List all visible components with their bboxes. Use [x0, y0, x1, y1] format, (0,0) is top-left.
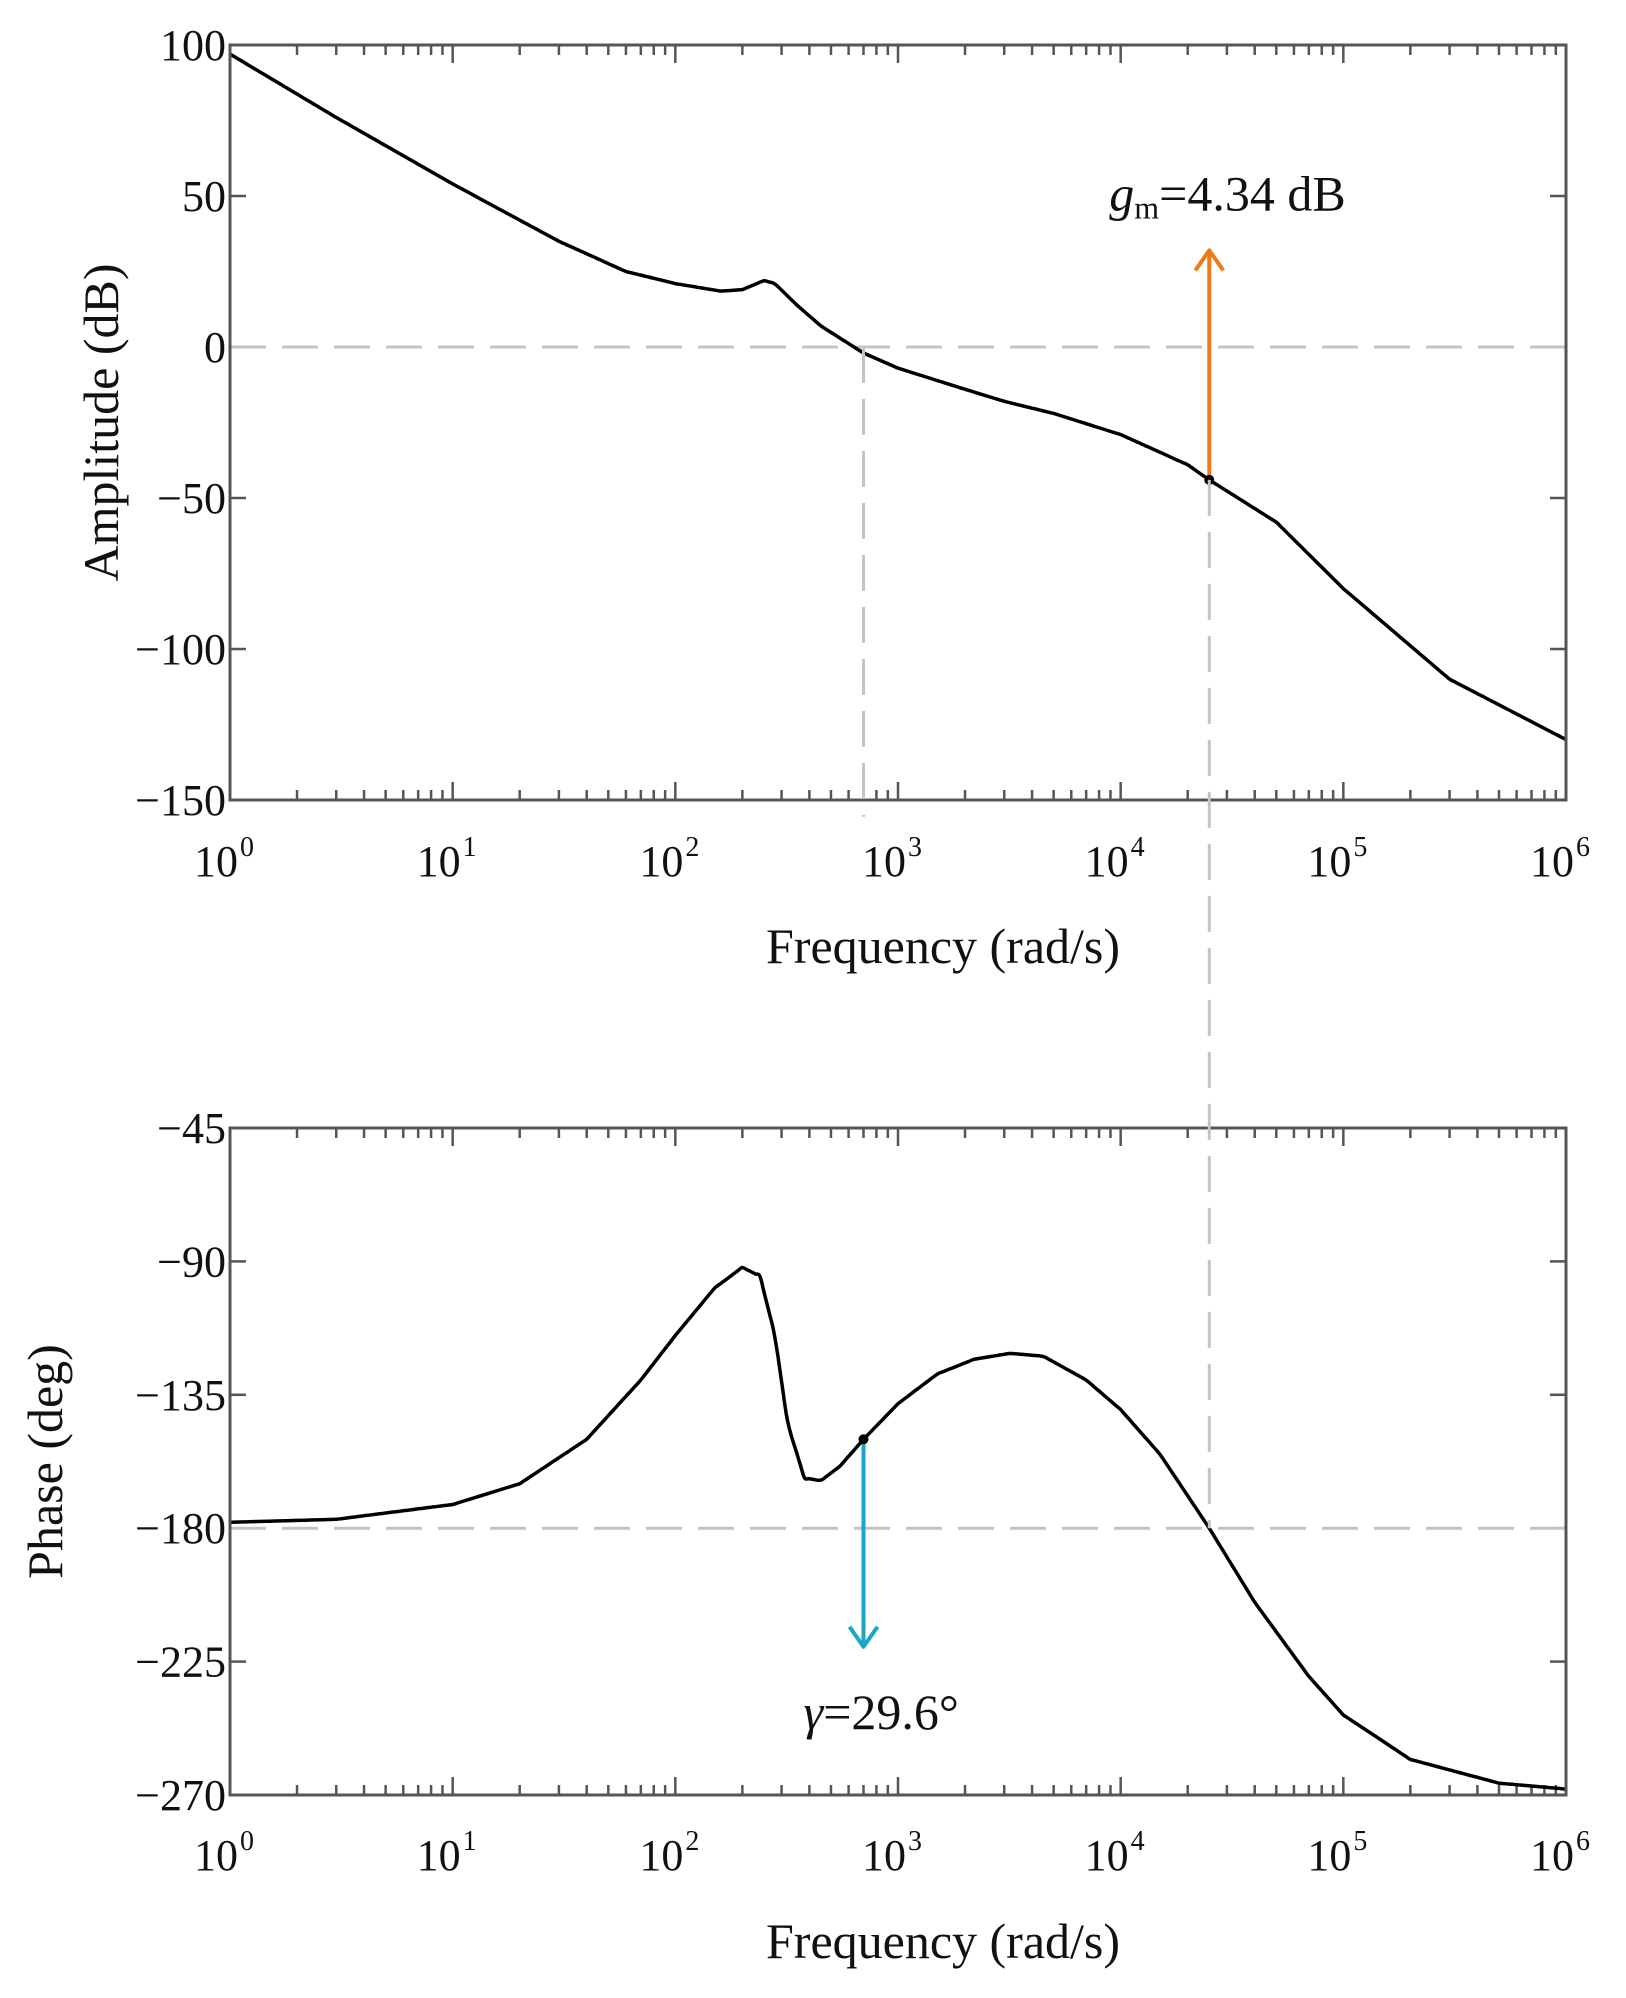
x-tick-exponent: 3: [908, 1826, 922, 1857]
x-tick-exponent: 0: [240, 832, 254, 863]
x-tick-base: 10: [862, 837, 906, 886]
y-tick-label: −90: [157, 1237, 226, 1286]
x-tick-exponent: 5: [1353, 1826, 1367, 1857]
x-tick-label: 100: [194, 832, 254, 886]
x-tick-base: 10: [639, 837, 683, 886]
y-tick-label: −135: [135, 1371, 226, 1420]
phase-margin-symbol: γ: [804, 1684, 825, 1740]
x-axis-title: Frequency (rad/s): [766, 918, 1120, 974]
gain-margin-symbol: g: [1109, 165, 1134, 221]
y-tick-label: −45: [157, 1104, 226, 1153]
x-tick-exponent: 4: [1131, 1826, 1145, 1857]
gain-margin-label: gm=4.34 dB: [1109, 165, 1345, 225]
x-tick-exponent: 6: [1576, 1826, 1590, 1857]
y-axis-title: Phase (deg): [17, 1344, 73, 1579]
magnitude-axes-frame: [228, 43, 1568, 802]
x-tick-exponent: 1: [463, 1826, 477, 1857]
x-tick-exponent: 0: [240, 1826, 254, 1857]
arrow-head: [847, 1625, 880, 1649]
phase-axes-frame: [228, 1126, 1568, 1797]
x-tick-base: 10: [1530, 837, 1574, 886]
x-tick-base: 10: [194, 837, 238, 886]
x-tick-label: 103: [862, 1826, 922, 1880]
magnitude-curve: [229, 52, 1567, 742]
x-tick-label: 104: [1085, 1826, 1145, 1880]
x-tick-exponent: 6: [1576, 832, 1590, 863]
x-tick-base: 10: [1307, 837, 1351, 886]
y-tick-label: −270: [135, 1771, 226, 1820]
x-tick-label: 100: [194, 1826, 254, 1880]
x-tick-base: 10: [194, 1831, 238, 1880]
phase-curve: [229, 1265, 1567, 1791]
y-tick-label: −150: [135, 776, 226, 825]
gain-margin-value: =4.34 dB: [1159, 165, 1346, 221]
x-tick-base: 10: [639, 1831, 683, 1880]
x-tick-label: 102: [639, 1826, 699, 1880]
x-tick-exponent: 4: [1131, 832, 1145, 863]
x-tick-exponent: 3: [908, 832, 922, 863]
y-tick-label: 50: [182, 172, 226, 221]
x-tick-exponent: 2: [685, 832, 699, 863]
phase-margin-label: γ=29.6°: [804, 1684, 959, 1740]
x-tick-base: 10: [1085, 1831, 1129, 1880]
y-tick-label: 100: [160, 21, 226, 70]
x-tick-exponent: 5: [1353, 832, 1367, 863]
x-tick-label: 106: [1530, 832, 1590, 886]
y-tick-label: −50: [157, 474, 226, 523]
x-axis-title: Frequency (rad/s): [766, 1913, 1120, 1969]
x-tick-label: 101: [417, 1826, 477, 1880]
x-tick-base: 10: [417, 1831, 461, 1880]
x-tick-base: 10: [862, 1831, 906, 1880]
x-tick-label: 106: [1530, 1826, 1590, 1880]
gain-margin-subscript: m: [1134, 189, 1159, 225]
x-tick-base: 10: [1530, 1831, 1574, 1880]
vertical-reference-lines: [862, 347, 1211, 1529]
arrow-head: [1193, 248, 1225, 272]
y-axis-title: Amplitude (dB): [73, 263, 129, 581]
phase-margin-value: =29.6°: [823, 1684, 959, 1740]
x-tick-base: 10: [1307, 1831, 1351, 1880]
x-tick-exponent: 2: [685, 1826, 699, 1857]
x-tick-label: 105: [1307, 1826, 1367, 1880]
y-tick-label: 0: [204, 323, 226, 372]
x-tick-label: 103: [862, 832, 922, 886]
x-tick-label: 101: [417, 832, 477, 886]
y-tick-label: −225: [135, 1638, 226, 1687]
y-tick-label: −180: [135, 1504, 226, 1553]
x-tick-base: 10: [1085, 837, 1129, 886]
x-tick-label: 105: [1307, 832, 1367, 886]
y-tick-label: −100: [135, 625, 226, 674]
x-tick-base: 10: [417, 837, 461, 886]
margin-point-marker: [858, 1434, 869, 1445]
x-tick-label: 102: [639, 832, 699, 886]
x-tick-exponent: 1: [463, 832, 477, 863]
x-tick-label: 104: [1085, 832, 1145, 886]
